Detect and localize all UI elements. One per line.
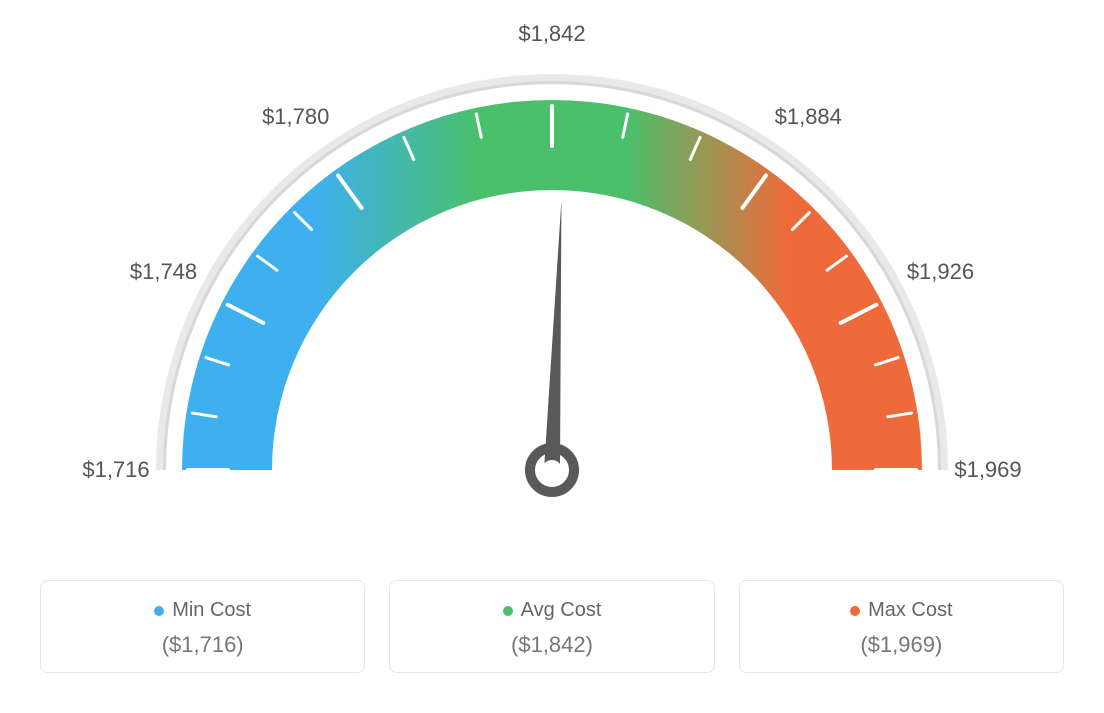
legend-card-avg: Avg Cost ($1,842) bbox=[389, 580, 714, 673]
gauge-tick-label: $1,884 bbox=[775, 104, 842, 130]
legend-title-text: Avg Cost bbox=[521, 599, 602, 622]
legend-value-max: ($1,969) bbox=[750, 632, 1053, 658]
gauge-svg bbox=[102, 40, 1002, 540]
dot-icon bbox=[154, 606, 164, 616]
legend-value-min: ($1,716) bbox=[51, 632, 354, 658]
legend-title-avg: Avg Cost bbox=[503, 599, 602, 622]
gauge-tick-label: $1,780 bbox=[262, 104, 329, 130]
dot-icon bbox=[503, 606, 513, 616]
legend-value-avg: ($1,842) bbox=[400, 632, 703, 658]
legend-card-max: Max Cost ($1,969) bbox=[739, 580, 1064, 673]
legend-title-text: Min Cost bbox=[172, 599, 251, 622]
dot-icon bbox=[850, 606, 860, 616]
legend-title-text: Max Cost bbox=[868, 599, 952, 622]
legend-card-min: Min Cost ($1,716) bbox=[40, 580, 365, 673]
cost-gauge-chart: $1,716$1,748$1,780$1,842$1,884$1,926$1,9… bbox=[40, 40, 1064, 540]
gauge-tick-label: $1,969 bbox=[954, 457, 1021, 483]
gauge-tick-label: $1,716 bbox=[82, 457, 149, 483]
legend-title-min: Min Cost bbox=[154, 599, 251, 622]
gauge-tick-label: $1,926 bbox=[907, 259, 974, 285]
legend-title-max: Max Cost bbox=[850, 599, 952, 622]
legend-row: Min Cost ($1,716) Avg Cost ($1,842) Max … bbox=[40, 580, 1064, 673]
gauge-tick-label: $1,842 bbox=[518, 21, 585, 47]
gauge-tick-label: $1,748 bbox=[130, 259, 197, 285]
